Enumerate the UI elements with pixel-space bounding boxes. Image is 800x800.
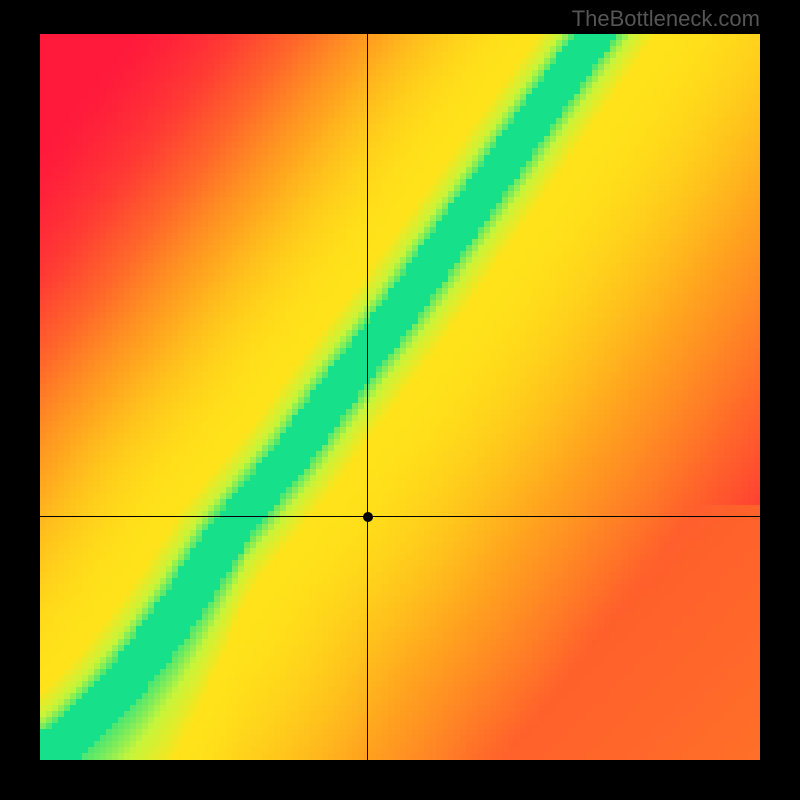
watermark-text: TheBottleneck.com	[572, 6, 760, 32]
heatmap-canvas	[40, 34, 760, 760]
crosshair-horizontal	[40, 516, 760, 517]
crosshair-point	[363, 512, 373, 522]
chart-container: TheBottleneck.com	[0, 0, 800, 800]
crosshair-vertical	[367, 34, 368, 760]
